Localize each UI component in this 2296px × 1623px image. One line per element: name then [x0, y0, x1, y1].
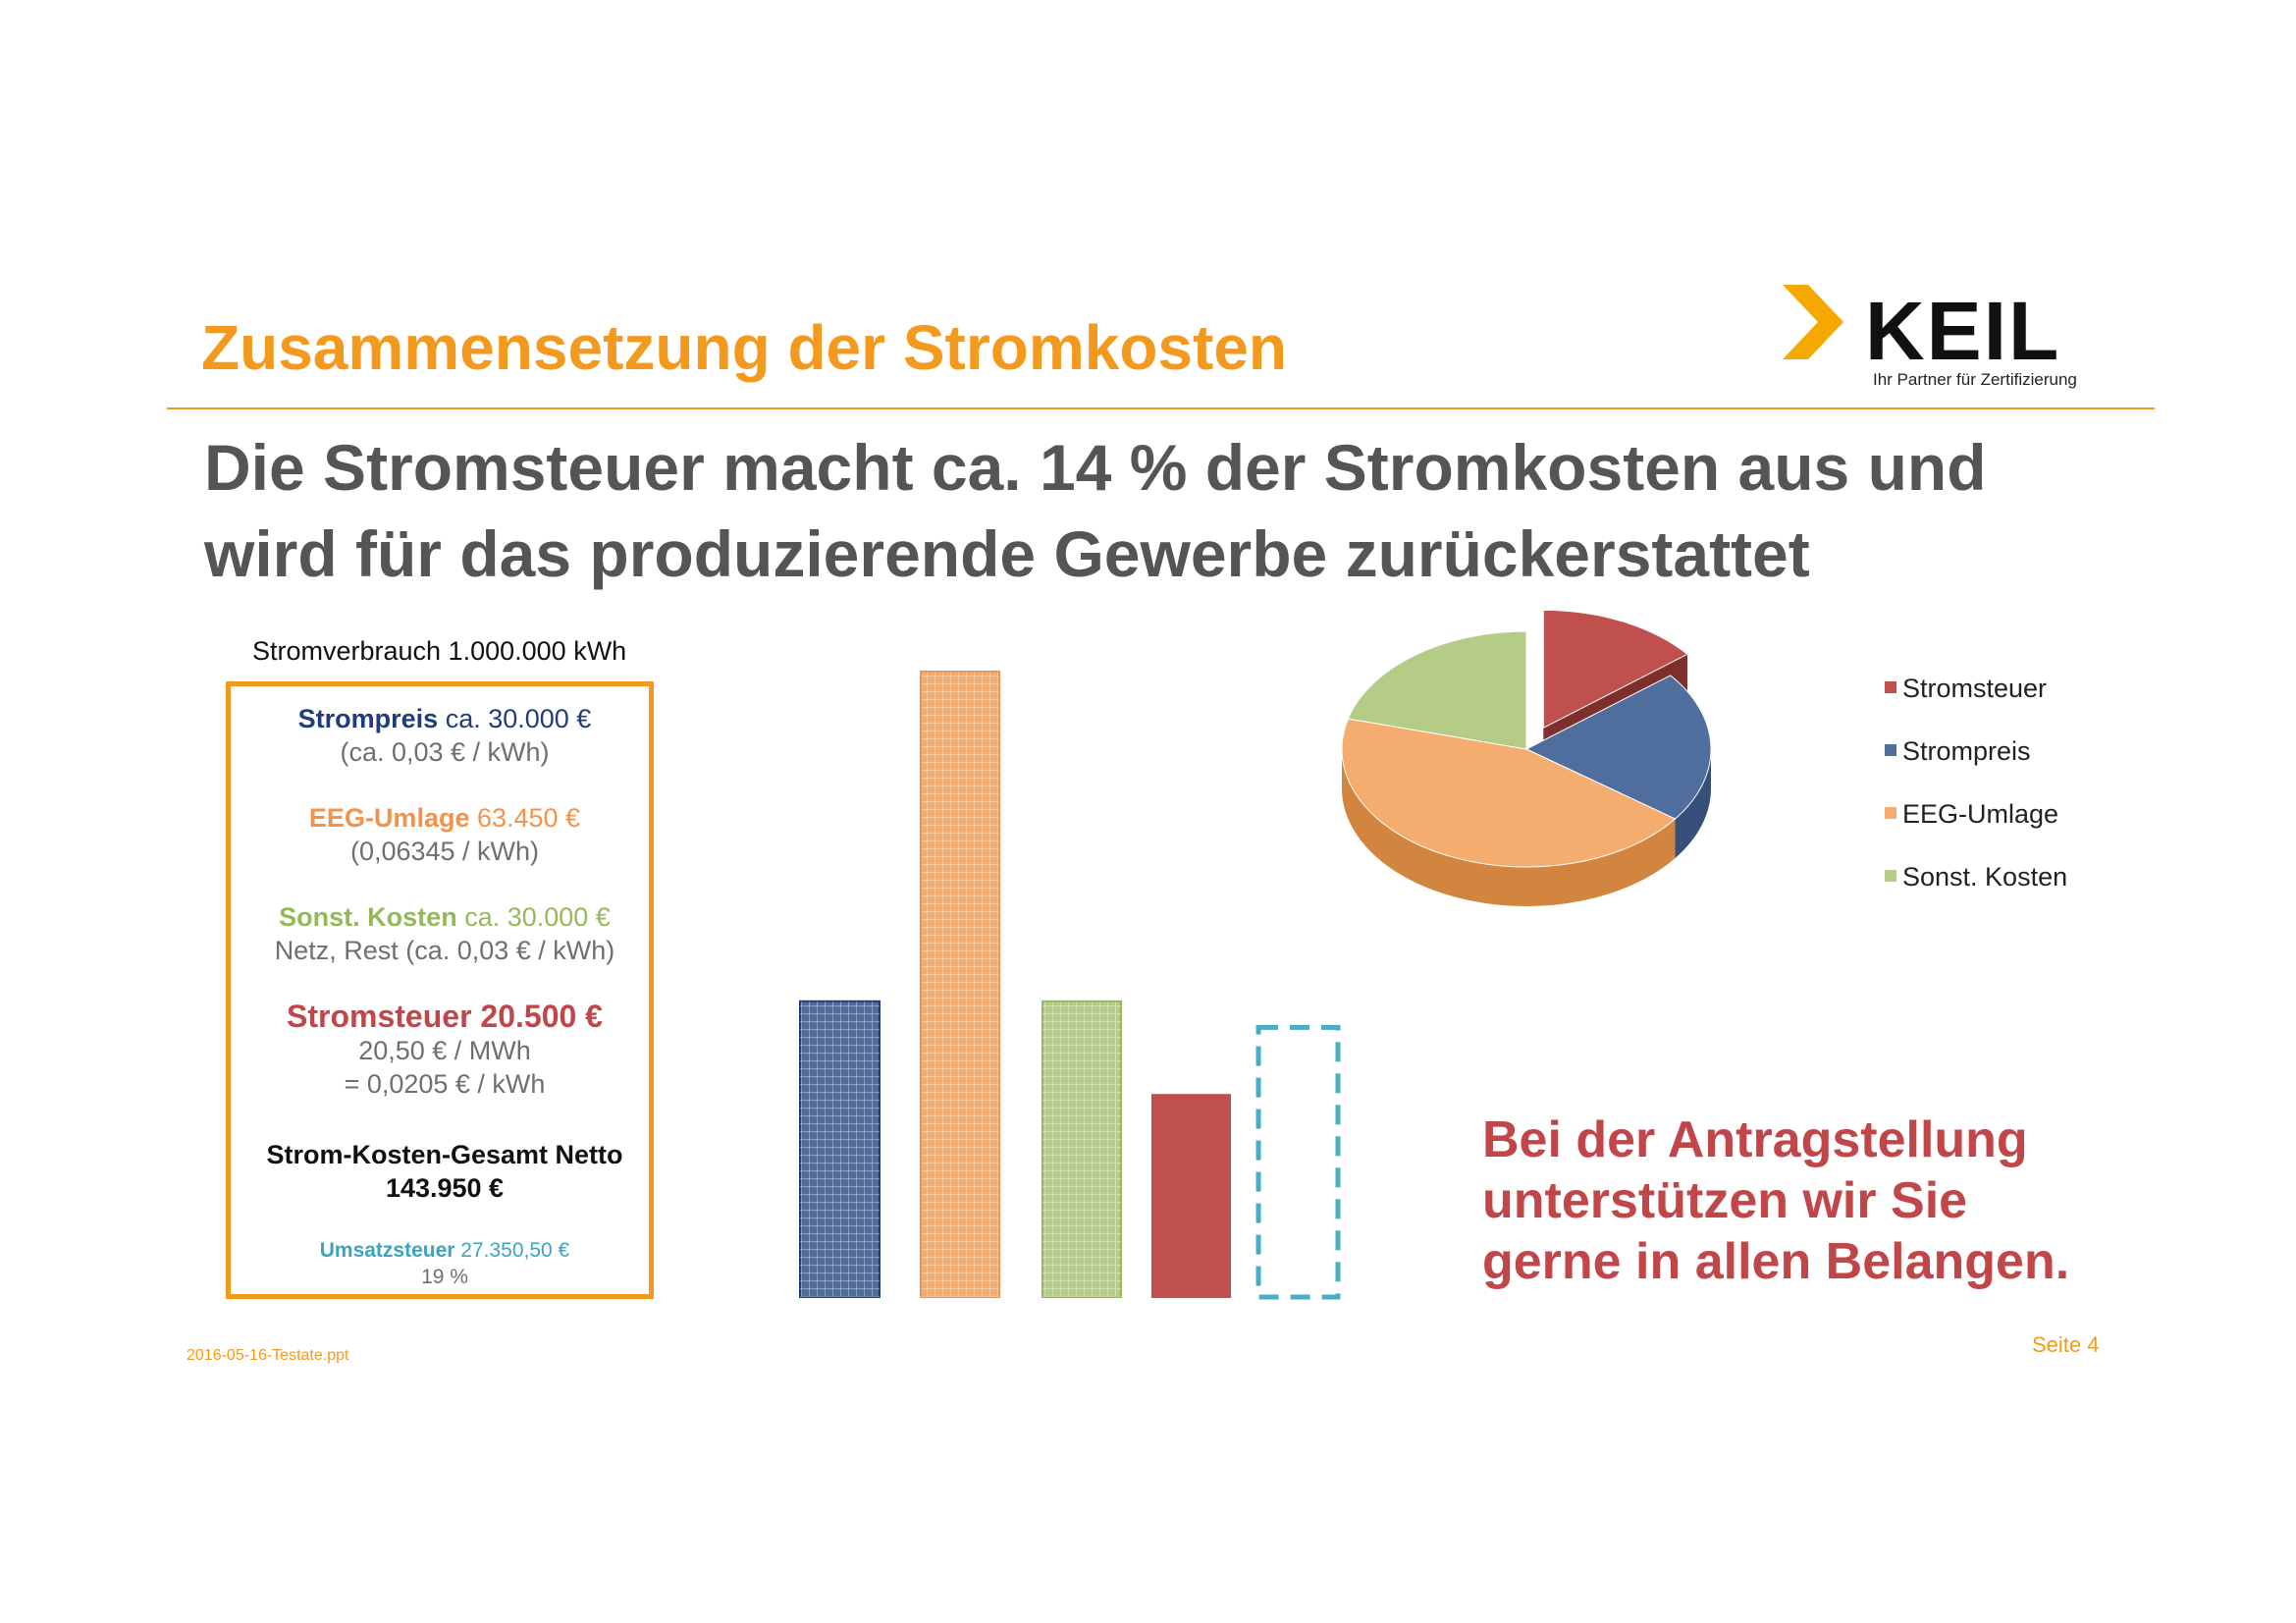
- support-line-2: unterstützen wir Sie: [1482, 1172, 1968, 1229]
- sonst-note: Netz, Rest (ca. 0,03 € / kWh): [274, 936, 615, 965]
- legend-swatch-strompreis: [1885, 743, 1896, 756]
- legend-label-strompreis: Strompreis: [1902, 736, 2031, 766]
- legend-item-strompreis: Strompreis: [1885, 736, 2031, 767]
- sonst-line: Sonst. Kosten ca. 30.000 €: [231, 902, 659, 933]
- legend-item-stromsteuer: Stromsteuer: [1885, 674, 2047, 704]
- strompreis-value: ca. 30.000 €: [438, 704, 592, 733]
- ust-line: Umsatzsteuer 27.350,50 €: [231, 1239, 659, 1263]
- headline: Die Stromsteuer macht ca. 14 % der Strom…: [204, 424, 1987, 597]
- pie-slice-sonst-kosten: [1347, 630, 1527, 750]
- support-line-1: Bei der Antragstellung: [1482, 1111, 2028, 1168]
- pie-side-eeg-umlage: [1342, 749, 1676, 907]
- support-statement: Bei der Antragstellung unterstützen wir …: [1482, 1109, 2069, 1292]
- logo-tagline: Ihr Partner für Zertifizierung: [1873, 370, 2077, 389]
- legend-label-sonst-kosten: Sonst. Kosten: [1902, 862, 2068, 892]
- legend-label-stromsteuer: Stromsteuer: [1902, 674, 2048, 703]
- cost-bar-chart: [799, 671, 1341, 1300]
- ust-value: 27.350,50 €: [454, 1239, 570, 1262]
- logo-chevron-icon: [1783, 285, 1843, 359]
- legend-swatch-eeg-umlage: [1885, 806, 1896, 819]
- slide-title: Zusammensetzung der Stromkosten: [201, 312, 1287, 383]
- strompreis-label: Strompreis: [297, 704, 439, 733]
- legend-item-eeg-umlage: EEG-Umlage: [1885, 799, 2058, 830]
- logo-wordmark: KEIL: [1865, 285, 2060, 377]
- eeg-label: EEG-Umlage: [308, 803, 470, 833]
- pie-slice-strompreis: [1524, 675, 1712, 820]
- gesamt-value: 143.950 €: [385, 1173, 505, 1203]
- eeg-value: 63.450 €: [469, 803, 581, 833]
- keil-logo: KEIL Ihr Partner für Zertifizierung: [1783, 285, 2077, 389]
- steuer-note-2: = 0,0205 € / kWh: [344, 1069, 546, 1099]
- strompreis-line: Strompreis ca. 30.000 €: [231, 704, 659, 734]
- legend-swatch-stromsteuer: [1885, 680, 1896, 693]
- pie-side-strompreis: [1675, 749, 1711, 859]
- bar-texture-strompreis: [800, 1001, 880, 1297]
- steuer-note-1: 20,50 € / MWh: [358, 1036, 531, 1065]
- steuer-line: Stromsteuer 20.500 €: [287, 999, 603, 1034]
- gesamt-label: Strom-Kosten-Gesamt Netto: [266, 1140, 623, 1169]
- legend-swatch-sonst-kosten: [1885, 869, 1896, 882]
- ust-rate: 19 %: [421, 1266, 468, 1288]
- headline-line-2: wird für das produzierende Gewerbe zurüc…: [204, 517, 1810, 590]
- pie-slice-stromsteuer: [1542, 609, 1688, 730]
- cost-breakdown-box: Strompreis ca. 30.000 € (ca. 0,03 € / kW…: [226, 681, 654, 1299]
- bar-stromsteuer: [1151, 1094, 1231, 1298]
- cost-pie-chart: [1341, 609, 1712, 907]
- sonst-label: Sonst. Kosten: [279, 902, 457, 932]
- ust-label: Umsatzsteuer: [319, 1239, 455, 1262]
- bar-texture-eeg-umlage: [921, 672, 999, 1297]
- bar-umsatzsteuer: [1255, 1024, 1341, 1300]
- sonst-value: ca. 30.000 €: [456, 902, 611, 932]
- legend-item-sonst-kosten: Sonst. Kosten: [1885, 862, 2067, 893]
- title-divider: [167, 407, 2155, 409]
- pie-slice-eeg-umlage: [1341, 718, 1677, 868]
- consumption-label: Stromverbrauch 1.000.000 kWh: [252, 636, 627, 666]
- footer-filename: 2016-05-16-Testate.ppt: [187, 1347, 349, 1364]
- eeg-line: EEG-Umlage 63.450 €: [231, 803, 659, 834]
- strompreis-note: (ca. 0,03 € / kWh): [340, 737, 550, 767]
- eeg-note: (0,06345 / kWh): [349, 837, 540, 866]
- support-line-3: gerne in allen Belangen.: [1482, 1233, 2070, 1290]
- legend-label-eeg-umlage: EEG-Umlage: [1902, 799, 2059, 829]
- headline-line-1: Die Stromsteuer macht ca. 14 % der Strom…: [204, 431, 1987, 504]
- bar-texture-sonst-kosten: [1042, 1001, 1121, 1297]
- footer-page-number: Seite 4: [2032, 1332, 2100, 1357]
